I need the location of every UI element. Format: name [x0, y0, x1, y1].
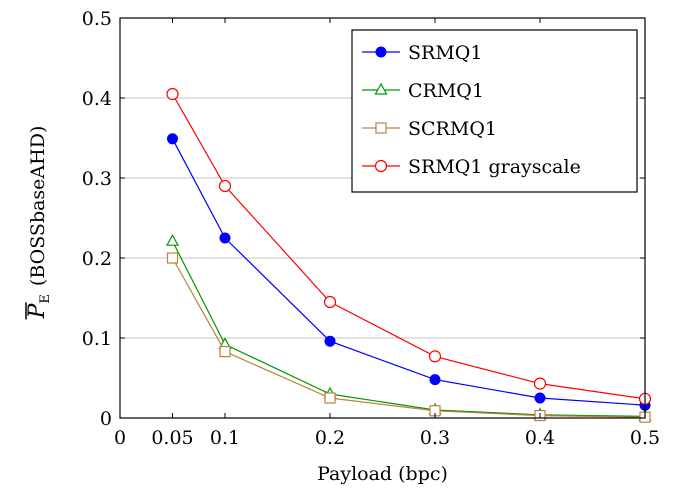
legend-label: CRMQ1 [408, 80, 484, 102]
legend-marker [374, 159, 388, 173]
data-point-srmq1-grayscale [323, 295, 337, 309]
legend-label: SRMQ1 [408, 42, 482, 64]
data-point-srmq1-grayscale [533, 377, 547, 390]
x-tick-label: 0.2 [315, 427, 345, 449]
legend-label: SCRMQ1 [408, 118, 497, 140]
legend-box [351, 29, 638, 193]
legend: SRMQ1 CRMQ1 SCRMQ1 SRMQ1 grayscale [351, 29, 638, 193]
x-axis-label: Payload (bpc) [317, 463, 448, 485]
series-srmq1-grayscale [166, 87, 652, 405]
y-axis-label-subscript: E [38, 294, 53, 304]
legend-marker [375, 122, 387, 134]
data-point-srmq1 [429, 374, 441, 386]
data-point-scrmq1 [219, 346, 231, 358]
y-axis-label: PE (BOSSbaseAHD) [25, 126, 53, 320]
series-crmq1 [165, 233, 652, 421]
series-line-srmq1 [171, 138, 646, 406]
data-point-srmq1-grayscale [428, 350, 442, 363]
legend-label: SRMQ1 grayscale [408, 156, 581, 178]
series-line-srmq1-grayscale [171, 93, 646, 400]
legend-marker [374, 82, 388, 95]
x-tick-label: 0 [114, 427, 126, 449]
legend-marker [375, 46, 387, 58]
y-tick-label: 0.2 [82, 248, 112, 270]
legend-item-srmq1: SRMQ1 [362, 42, 482, 64]
data-point-srmq1-grayscale [218, 179, 232, 193]
legend-item-scrmq1: SCRMQ1 [362, 118, 497, 140]
x-tick-label: 0.4 [525, 427, 555, 449]
data-point-srmq1 [534, 392, 546, 404]
y-tick-label: 0.4 [82, 88, 112, 110]
y-tick-label: 0.1 [82, 328, 112, 350]
svg-text:PE(BOSSbaseAHD): PE (BOSSbaseAHD) [25, 126, 53, 320]
data-point-scrmq1 [324, 392, 336, 404]
y-axis-label-text: (BOSSbaseAHD) [27, 126, 49, 286]
legend-item-srmq1-grayscale: SRMQ1 grayscale [362, 156, 581, 178]
plot-frame [119, 17, 646, 419]
y-tick-label: 0 [100, 408, 112, 430]
x-tick-label: 0.1 [210, 427, 240, 449]
legend-item-crmq1: CRMQ1 [362, 80, 484, 102]
y-tick-label: 0.5 [82, 8, 112, 30]
data-point-srmq1 [324, 335, 336, 347]
y-axis-label-symbol: P [25, 302, 50, 319]
data-point-srmq1 [219, 232, 231, 244]
data-point-srmq1-grayscale [166, 87, 179, 101]
axis-ticks: 0 0.05 0.1 0.2 0.3 0.4 0.5 0 0.1 0.2 0.3 0.4 0.5 [82, 8, 660, 449]
x-tick-label: 0.5 [630, 427, 660, 449]
series-line-crmq1 [171, 240, 646, 417]
series-line-scrmq1 [171, 257, 646, 418]
x-tick-label: 0.05 [151, 427, 193, 449]
data-point-scrmq1 [166, 252, 179, 264]
data-point-crmq1 [165, 233, 180, 246]
data-point-srmq1 [167, 133, 178, 145]
x-tick-label: 0.3 [420, 427, 450, 449]
y-tick-label: 0.3 [82, 168, 112, 190]
